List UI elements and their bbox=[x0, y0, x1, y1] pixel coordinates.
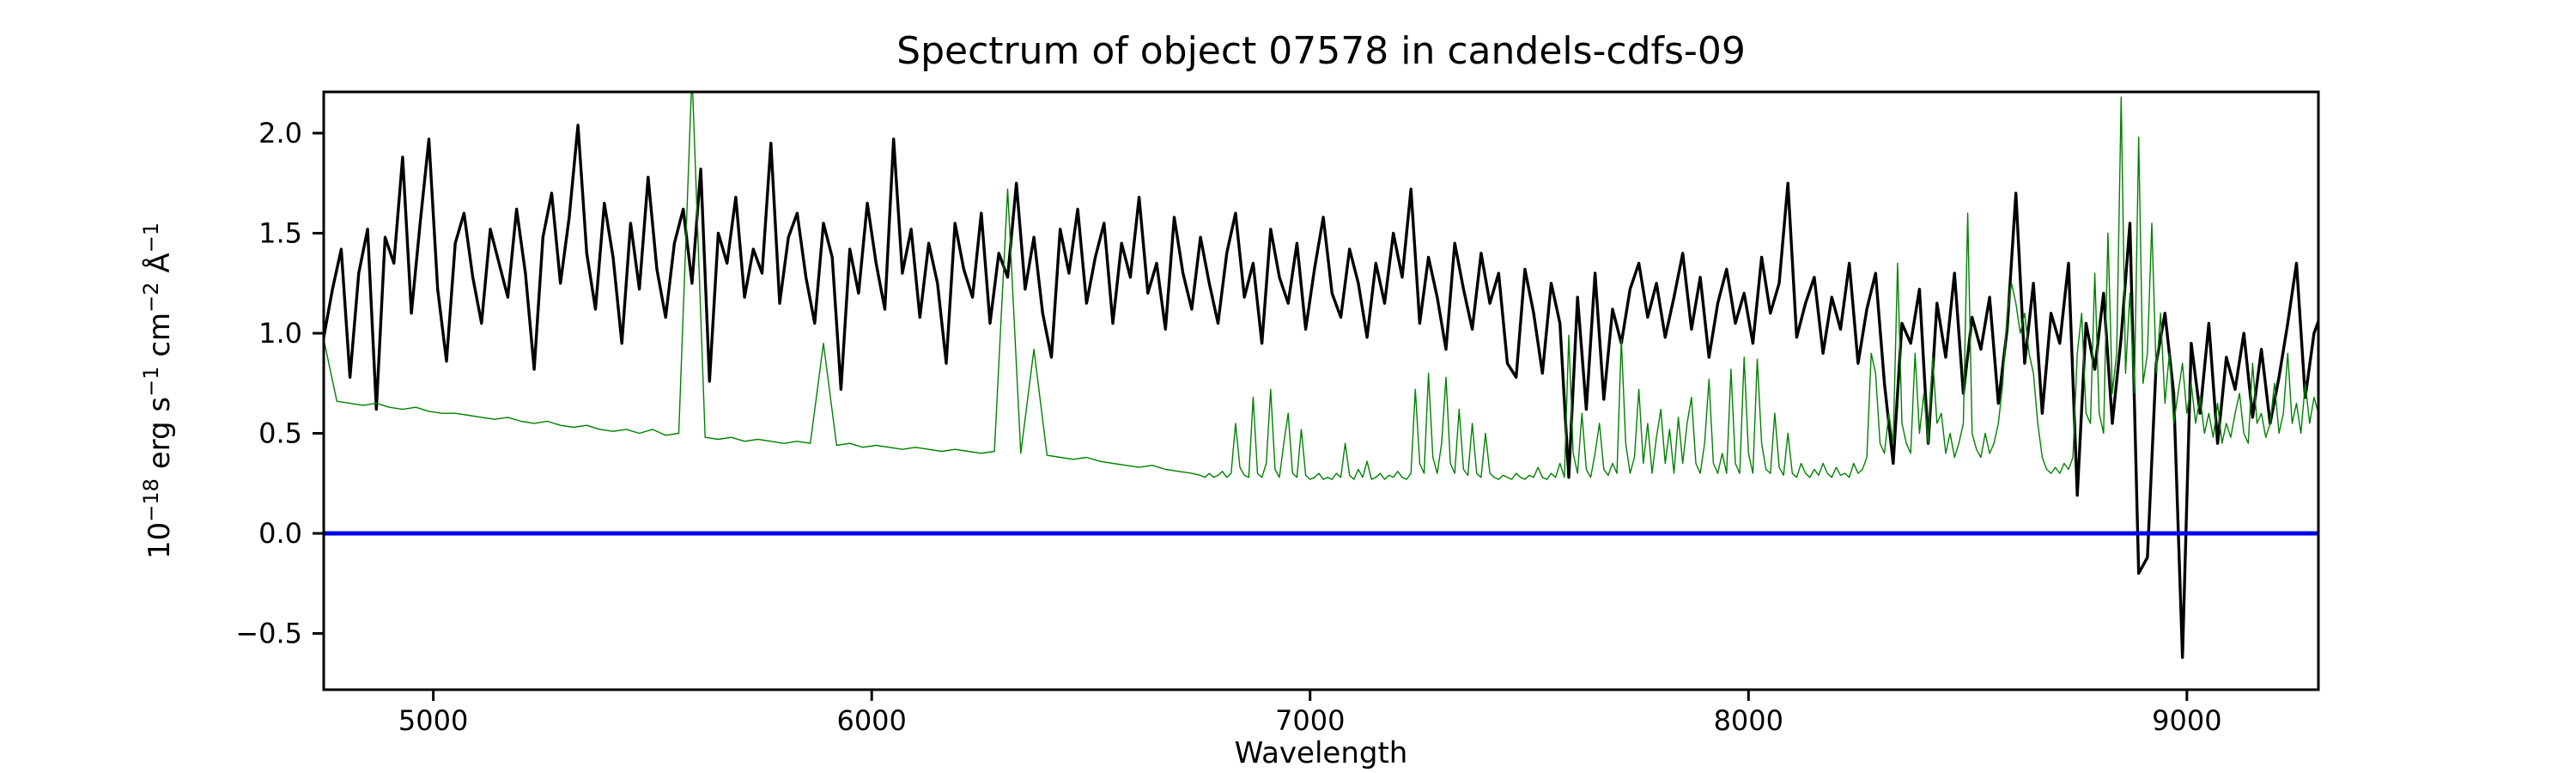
y-axis-ticks: 2.0 1.5 1.0 0.5 0.0 −0.5 bbox=[235, 117, 324, 650]
flux-spectrum-path bbox=[324, 123, 2318, 660]
x-axis-ticks: 5000 6000 7000 8000 9000 bbox=[398, 690, 2222, 737]
y-tick-label: 1.0 bbox=[258, 317, 302, 350]
y-axis-label: 10−18 erg s−1 cm−2 Å−1 bbox=[139, 222, 177, 559]
x-tick-label: 7000 bbox=[1275, 704, 1345, 737]
noise-spectrum-path bbox=[324, 92, 2318, 480]
y-tick-label: −0.5 bbox=[235, 618, 302, 650]
x-axis-label: Wavelength bbox=[1235, 736, 1408, 770]
x-tick-label: 5000 bbox=[398, 704, 468, 737]
y-tick-label: 1.5 bbox=[258, 217, 302, 250]
spectrum-lines bbox=[324, 92, 2318, 660]
chart-title: Spectrum of object 07578 in candels-cdfs… bbox=[896, 29, 1746, 73]
x-tick-label: 8000 bbox=[1714, 704, 1783, 737]
plot-border bbox=[322, 90, 2320, 691]
y-tick-label: 2.0 bbox=[258, 117, 302, 149]
y-tick-label: 0.0 bbox=[258, 517, 302, 550]
x-tick-label: 6000 bbox=[836, 704, 906, 737]
y-tick-label: 0.5 bbox=[258, 417, 302, 450]
x-tick-label: 9000 bbox=[2152, 704, 2221, 737]
